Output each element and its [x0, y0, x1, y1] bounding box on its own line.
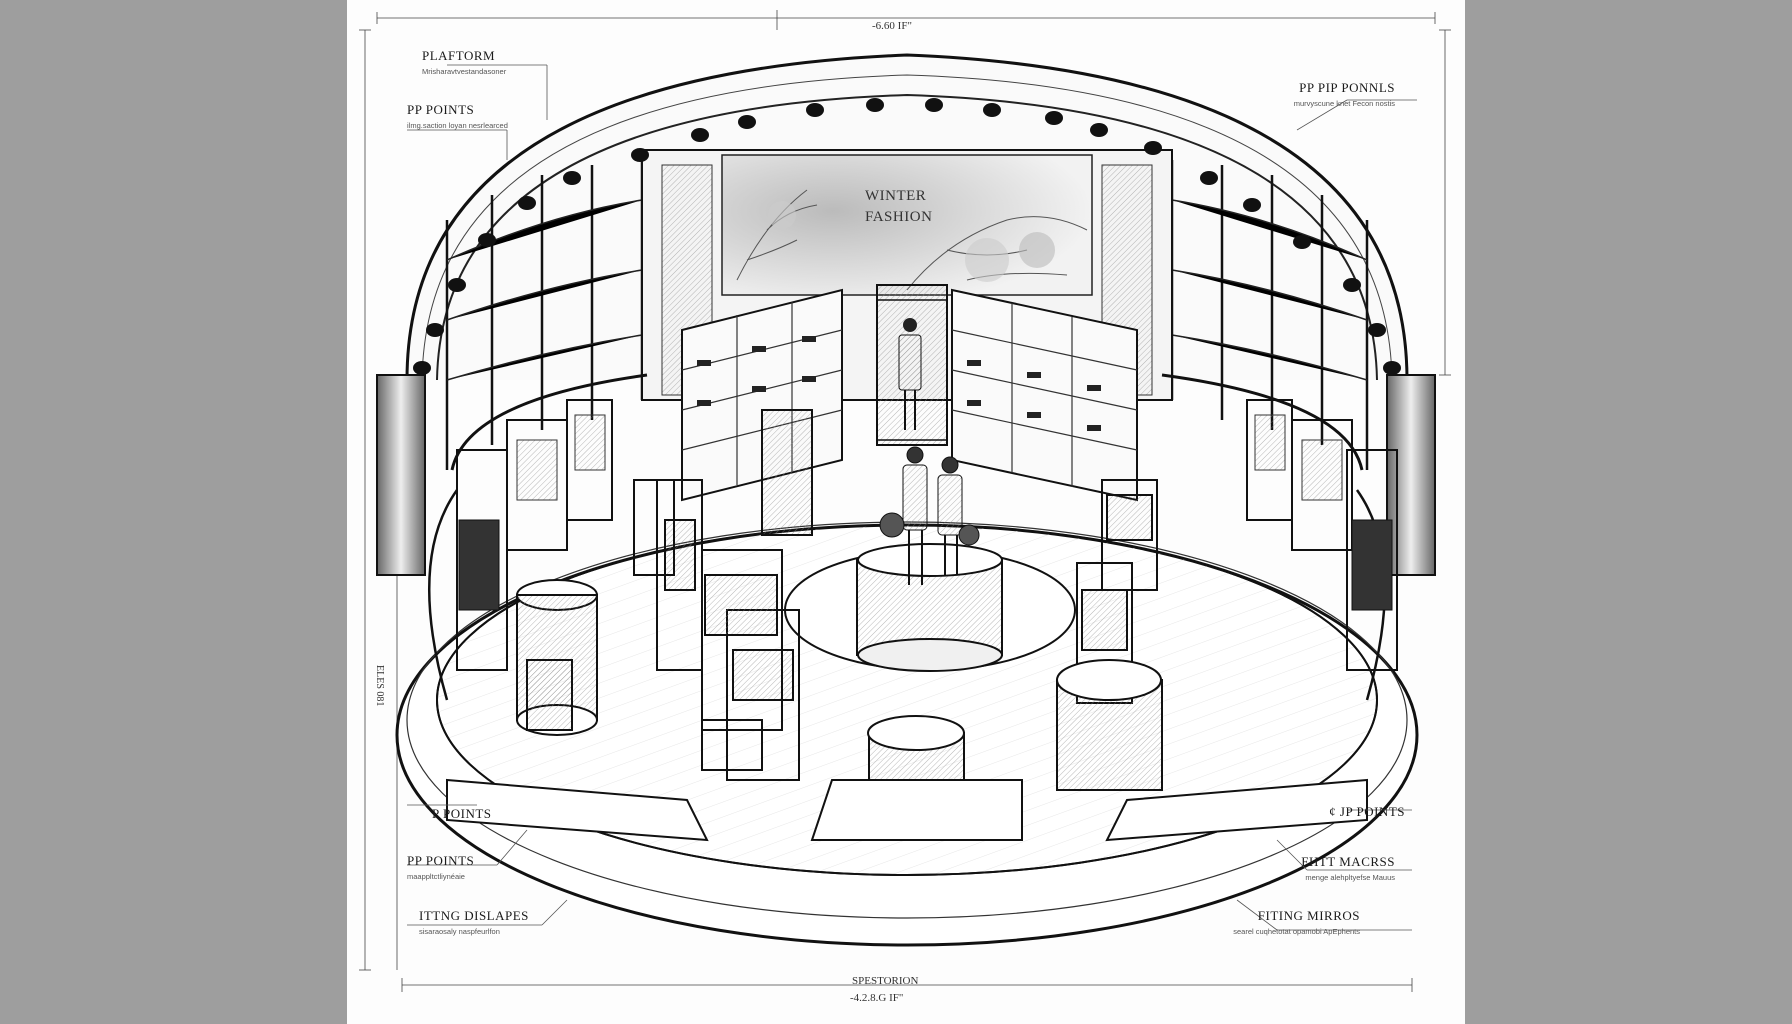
callout-title: PLAFTORM	[422, 48, 496, 63]
bottom-dimension-title: SPESTORION	[852, 975, 919, 987]
callout-subtitle: sisaraosaly naspfeurlfon	[419, 927, 500, 936]
dimension-lines	[359, 10, 1451, 992]
bottom-dimension-value: -4.2.8.G IF"	[850, 992, 904, 1004]
callout-platform: PLAFTORM Mrisharavtvestandasoner	[422, 48, 506, 76]
callout-subtitle: Mrisharavtvestandasoner	[422, 67, 507, 76]
callout-title: PP POINTS	[407, 102, 475, 117]
perimeter-shelving	[428, 373, 1398, 701]
callout-title: FHTT MACRSS	[1301, 854, 1395, 869]
callout-title: ¢ JP POINTS	[1329, 804, 1405, 819]
callout-subtitle: maappltctliynéaie	[407, 872, 465, 881]
blueprint-sheet: WINTER FASHION -6.60 IF" ELES 081 SPESTO…	[347, 0, 1465, 1024]
callout-leader-lines	[407, 64, 1417, 931]
callout-fhtt-macrss: FHTT MACRSS menge alehpltyefse Mauus	[1301, 854, 1395, 882]
callout-title: ITTNG DISLAPES	[419, 908, 529, 923]
floor-fixtures	[446, 409, 1368, 842]
winter-fashion-sign: WINTER FASHION	[865, 186, 932, 228]
callout-subtitle: searel cuqhetotat opamobi ApEphents	[1233, 927, 1360, 936]
store-isometric-drawing	[359, 10, 1451, 992]
callout-ittng-dislapes: ITTNG DISLAPES sisaraosaly naspfeurlfon	[419, 908, 529, 936]
left-vertical-dimension: ELES 081	[374, 665, 385, 707]
callout-pp-pip-ponnls: PP PIP PONNLS murvyscune knet Fecon nost…	[1294, 80, 1395, 108]
central-display-platform	[784, 446, 1076, 672]
callout-subtitle: murvyscune knet Fecon nostis	[1293, 99, 1395, 108]
callout-pp-points-top-left: PP POINTS ilmg.saction loyan nesrlearced	[407, 102, 508, 130]
callout-pp-points-bottom-left: PP POINTS maappltctliynéaie	[407, 853, 474, 881]
sign-line-1: WINTER	[865, 188, 927, 204]
callout-title: PP PIP PONNLS	[1299, 80, 1395, 95]
callout-p-poins: P POINTS	[432, 806, 492, 822]
callout-fiting-mirros: FITING MIRROS searel cuqhetotat opamobi …	[1233, 908, 1360, 936]
callout-subtitle: ilmg.saction loyan nesrlearced	[407, 121, 508, 130]
callout-title: FITING MIRROS	[1257, 908, 1360, 923]
top-dimension: -6.60 IF"	[872, 20, 912, 32]
callout-jp-points: ¢ JP POINTS	[1329, 804, 1405, 820]
callout-title: PP POINTS	[407, 853, 475, 868]
callout-title: P POINTS	[432, 806, 492, 821]
track-lights	[413, 98, 1401, 375]
callout-subtitle: menge alehpltyefse Mauus	[1305, 873, 1395, 882]
sign-line-2: FASHION	[865, 209, 933, 225]
back-mannequin	[876, 299, 948, 441]
